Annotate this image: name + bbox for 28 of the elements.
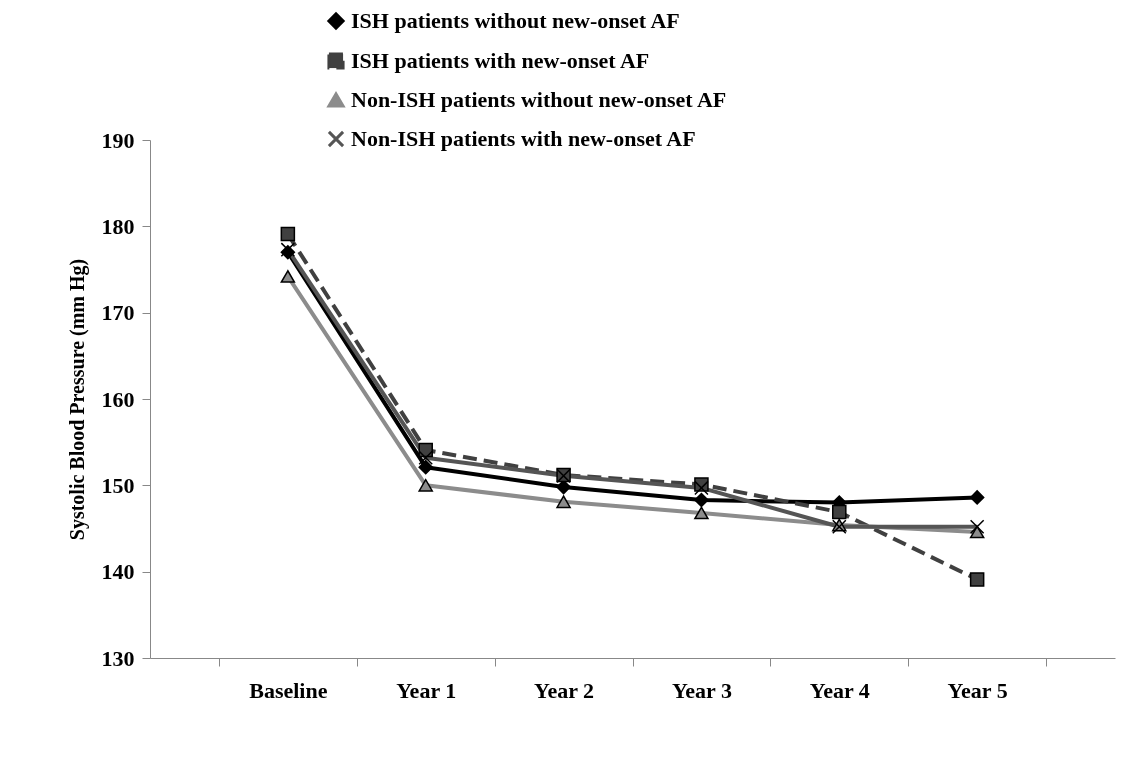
legend-label: ISH patients without new-onset AF xyxy=(351,8,680,33)
point xyxy=(280,226,296,242)
x-tick-label: Year 5 xyxy=(947,677,1008,703)
point xyxy=(832,504,847,520)
point xyxy=(969,490,985,505)
point xyxy=(694,506,709,520)
legend-label: ISH patients with new-onset AF xyxy=(351,48,650,73)
point xyxy=(418,478,433,492)
y-tick-label: 140 xyxy=(101,559,135,585)
point xyxy=(969,572,985,587)
y-tick-label: 170 xyxy=(101,300,135,326)
y-tick-label: 150 xyxy=(101,472,135,498)
y-axis-title: Systolic Blood Pressure (mm Hg) xyxy=(65,258,89,541)
x-tick-label: Year 1 xyxy=(396,677,457,703)
x-tick-label: Baseline xyxy=(249,677,328,703)
x-tick-label: Year 3 xyxy=(671,677,732,703)
point xyxy=(418,459,433,475)
y-tick-label: 130 xyxy=(101,645,135,671)
x-tick-label: Year 4 xyxy=(809,677,870,703)
y-tick-label: 190 xyxy=(101,127,135,153)
point xyxy=(556,495,571,509)
x-tick-label: Year 2 xyxy=(534,677,595,703)
point xyxy=(694,492,709,508)
y-tick-label: 160 xyxy=(101,386,135,412)
y-tick-label: 180 xyxy=(101,213,135,239)
point xyxy=(280,270,296,283)
legend-label: Non-ISH patients with new-onset AF xyxy=(351,126,696,151)
legend-label: Non-ISH patients without new-onset AF xyxy=(351,87,727,112)
